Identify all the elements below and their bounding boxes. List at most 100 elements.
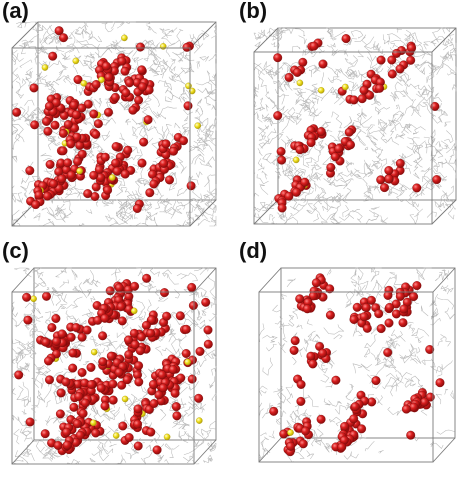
red-atom (30, 120, 40, 130)
red-atom (349, 315, 359, 324)
red-atom (337, 442, 347, 452)
red-atom (56, 388, 66, 398)
red-atom (383, 348, 393, 357)
red-atom (104, 107, 113, 117)
red-atom (100, 313, 110, 323)
red-atom (152, 445, 162, 455)
red-atom (57, 329, 67, 339)
red-atom (194, 393, 204, 403)
red-atom (289, 345, 299, 355)
red-atom (296, 379, 306, 389)
red-atom (58, 146, 68, 156)
red-atom (130, 281, 140, 291)
red-atom (395, 158, 405, 168)
red-atom (89, 109, 99, 119)
red-atom (146, 427, 156, 437)
red-atom (45, 159, 55, 169)
red-atom (31, 200, 41, 210)
red-atom (376, 324, 386, 334)
red-atom (380, 183, 389, 193)
red-atom (350, 402, 360, 412)
red-atom (349, 414, 359, 424)
red-atom (12, 107, 22, 117)
red-atom (55, 409, 65, 419)
red-atom (123, 145, 133, 155)
red-atom (137, 332, 146, 342)
red-atom (43, 126, 53, 136)
yellow-atom (196, 417, 203, 424)
yellow-atom (287, 429, 294, 436)
red-atom (269, 406, 279, 416)
red-atom (157, 370, 167, 380)
red-atom (295, 145, 305, 155)
red-atom (203, 325, 213, 335)
red-atom (111, 158, 121, 168)
red-atom (53, 440, 63, 450)
red-atom (359, 312, 369, 322)
yellow-atom (76, 167, 83, 175)
red-atom (395, 291, 405, 301)
yellow-atom (342, 83, 349, 91)
red-atom (117, 316, 127, 326)
red-atom (286, 441, 296, 451)
red-atom (277, 155, 287, 165)
red-atom (91, 129, 101, 139)
red-atom (425, 345, 435, 354)
red-atom (154, 390, 164, 400)
red-atom (139, 137, 149, 147)
panel-b: (b) (237, 0, 474, 240)
red-atom (145, 188, 155, 198)
red-atom (186, 181, 196, 191)
red-atom (352, 302, 362, 312)
red-atom (344, 127, 354, 137)
red-atom (273, 53, 283, 63)
red-atom (432, 175, 442, 185)
red-atom (391, 309, 401, 319)
red-atom (69, 402, 79, 412)
yellow-atom (30, 295, 37, 303)
red-atom (330, 152, 340, 162)
red-atom (108, 379, 118, 389)
red-atom (387, 55, 397, 65)
yellow-atom (98, 76, 105, 84)
red-atom (52, 336, 62, 346)
red-atom (325, 310, 335, 320)
red-atom (277, 203, 287, 213)
red-atom (135, 346, 145, 356)
red-atom (341, 34, 351, 44)
red-atom (83, 189, 93, 199)
red-atom (44, 101, 54, 111)
red-atom (349, 95, 359, 105)
red-atom (66, 170, 76, 180)
red-atom (34, 190, 44, 200)
panel-d-plot (258, 267, 456, 463)
red-atom (68, 348, 78, 358)
red-atom (359, 85, 369, 95)
red-atom (137, 158, 147, 168)
red-atom (279, 429, 289, 439)
red-atom (133, 419, 143, 429)
red-atom (160, 288, 169, 298)
red-atom (346, 140, 355, 150)
red-atom (114, 283, 124, 293)
red-atom (71, 110, 81, 120)
red-atom (73, 157, 83, 166)
red-atom (14, 370, 24, 380)
red-atom (134, 377, 144, 387)
yellow-atom (188, 87, 196, 95)
red-atom (316, 414, 326, 424)
red-atom (89, 170, 99, 180)
red-atom (201, 297, 211, 307)
red-atom (63, 158, 73, 168)
red-atom (135, 42, 145, 52)
yellow-atom (108, 174, 116, 181)
red-atom (49, 179, 58, 189)
red-atom (292, 67, 302, 77)
yellow-atom (112, 432, 120, 439)
red-atom (406, 55, 416, 65)
red-atom (74, 392, 84, 401)
red-atom (302, 304, 312, 314)
red-atom (121, 88, 131, 98)
red-atom (101, 61, 111, 71)
red-atom (58, 128, 68, 138)
